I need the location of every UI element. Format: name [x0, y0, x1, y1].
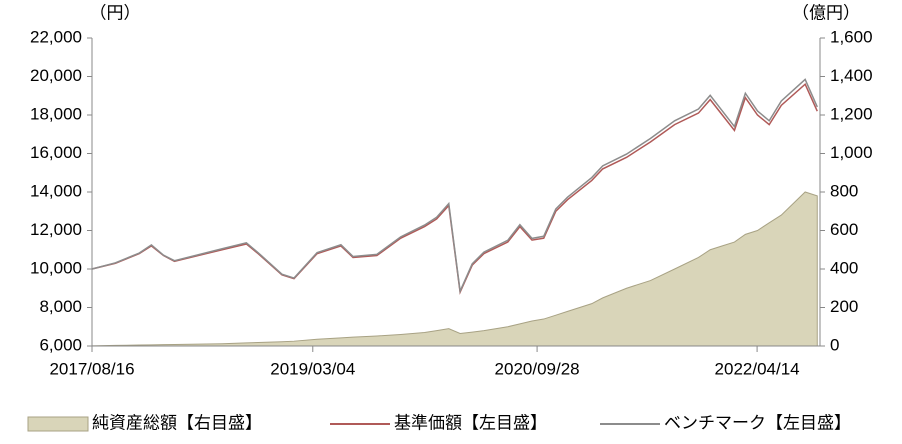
y-tick-label: 6,000 [39, 335, 82, 354]
y2-tick-label: 200 [830, 297, 858, 316]
y2-tick-label: 1,600 [830, 27, 873, 46]
y2-tick-label: 1,200 [830, 104, 873, 123]
legend-label: ベンチマーク【左目盛】 [664, 413, 851, 432]
legend-swatch [27, 416, 89, 432]
area [91, 191, 818, 347]
legend-label: 純資産総額【右目盛】 [92, 413, 262, 432]
y-tick-label: 20,000 [30, 66, 82, 85]
y-tick-label: 14,000 [30, 181, 82, 200]
y2-axis-label: （億円） [792, 3, 860, 22]
y2-tick-label: 400 [830, 258, 858, 277]
y2-tick-label: 1,000 [830, 143, 873, 162]
y-tick-label: 8,000 [39, 297, 82, 316]
y2-tick-label: 600 [830, 220, 858, 239]
y2-tick-label: 0 [830, 335, 839, 354]
line [91, 78, 818, 294]
y2-tick-label: 1,400 [830, 66, 873, 85]
y-tick-label: 10,000 [30, 258, 82, 277]
x-tick-label: 2017/08/16 [49, 359, 134, 378]
y-axis-label: （円） [90, 3, 141, 22]
x-tick-label: 2022/04/14 [715, 359, 800, 378]
x-tick-label: 2019/03/04 [270, 359, 355, 378]
line [91, 82, 818, 295]
legend-label: 基準価額【左目盛】 [394, 413, 547, 432]
x-tick-label: 2020/09/28 [495, 359, 580, 378]
y-tick-label: 22,000 [30, 27, 82, 46]
y-tick-label: 12,000 [30, 220, 82, 239]
y-tick-label: 18,000 [30, 104, 82, 123]
y2-tick-label: 800 [830, 181, 858, 200]
y-tick-label: 16,000 [30, 143, 82, 162]
